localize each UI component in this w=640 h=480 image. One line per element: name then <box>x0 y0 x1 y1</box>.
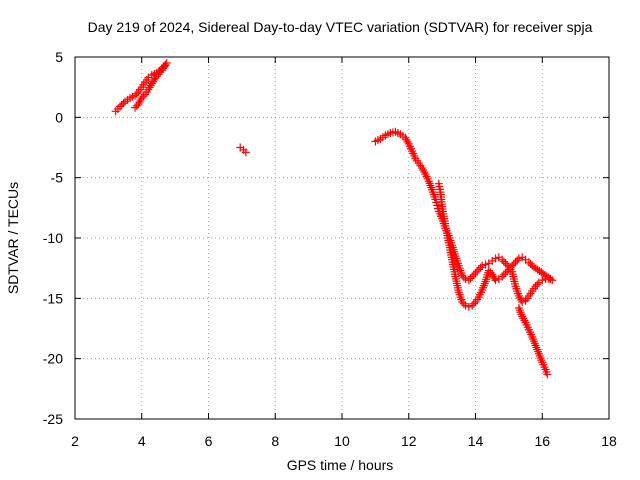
x-tick-label: 4 <box>138 433 146 449</box>
data-point-marker <box>514 254 523 263</box>
data-point-marker <box>518 297 527 306</box>
data-point-marker <box>434 179 443 188</box>
data-point-marker <box>511 258 520 267</box>
data-point-marker <box>538 276 547 285</box>
data-points <box>111 59 557 379</box>
y-tick-label: -10 <box>43 230 63 246</box>
data-point-marker <box>418 164 427 173</box>
data-point-marker <box>131 103 140 112</box>
data-point-marker <box>501 259 510 268</box>
data-point-marker <box>494 275 503 284</box>
y-tick-label: -20 <box>43 351 63 367</box>
data-point-marker <box>147 79 156 88</box>
data-point-marker <box>504 265 513 274</box>
data-point-marker <box>491 254 500 263</box>
data-point-marker <box>531 282 540 291</box>
data-point-marker <box>131 91 140 100</box>
y-tick-label: 0 <box>55 109 63 125</box>
data-point-marker <box>469 299 478 308</box>
y-tick-label: -5 <box>51 170 64 186</box>
y-tick-label: -25 <box>43 411 63 427</box>
data-point-marker <box>517 295 526 304</box>
data-point-marker <box>473 267 482 276</box>
data-point-marker <box>490 274 499 283</box>
data-point-marker <box>464 276 473 285</box>
data-point-marker <box>488 270 497 279</box>
data-point-marker <box>402 135 411 144</box>
data-point-marker <box>461 275 470 284</box>
data-point-marker <box>491 276 500 285</box>
chart-title: Day 219 of 2024, Sidereal Day-to-day VTE… <box>88 19 593 35</box>
data-point-marker <box>471 268 480 277</box>
data-point-marker <box>499 270 508 279</box>
data-point-marker <box>526 259 535 268</box>
data-point-marker <box>461 301 470 310</box>
y-tick-label: -15 <box>43 290 63 306</box>
x-tick-label: 8 <box>271 433 279 449</box>
data-point-marker <box>478 261 487 270</box>
data-point-marker <box>464 302 473 311</box>
data-point-marker <box>508 261 517 270</box>
data-point-marker <box>499 257 508 266</box>
data-point-marker <box>134 100 143 109</box>
data-point-marker <box>119 99 128 108</box>
data-point-marker <box>420 168 429 177</box>
data-point-marker <box>401 133 410 142</box>
data-point-marker <box>146 81 155 90</box>
data-point-marker <box>419 166 428 175</box>
data-point-marker <box>157 66 166 75</box>
x-tick-label: 10 <box>334 433 350 449</box>
data-point-marker <box>136 96 145 105</box>
data-point-marker <box>137 94 146 103</box>
y-axis-label: SDTVAR / TECUs <box>5 182 21 294</box>
y-tick-label: 5 <box>55 49 63 65</box>
data-point-marker <box>543 370 552 379</box>
axis-ticks: 2 4 6 8 10 12 14 16 18 5 0 -5 -10 -15 -20 -25 <box>43 49 617 449</box>
data-point-marker <box>509 259 518 268</box>
data-point-marker <box>481 260 490 269</box>
x-tick-label: 16 <box>534 433 550 449</box>
data-point-marker <box>501 268 510 277</box>
x-tick-label: 6 <box>205 433 213 449</box>
data-point-marker <box>468 272 477 281</box>
data-point-marker <box>503 267 512 276</box>
data-point-marker <box>528 261 537 270</box>
data-point-marker <box>132 89 141 98</box>
data-point-marker <box>518 312 527 321</box>
data-point-marker <box>474 265 483 274</box>
data-point-marker <box>498 255 507 264</box>
data-point-marker <box>466 274 475 283</box>
data-point-marker <box>459 299 468 308</box>
grid-lines <box>75 57 609 419</box>
x-tick-label: 14 <box>468 433 484 449</box>
data-point-marker <box>516 293 524 302</box>
data-point-marker <box>518 253 527 262</box>
data-point-marker <box>520 316 529 325</box>
data-point-marker <box>519 314 528 323</box>
x-tick-label: 2 <box>71 433 79 449</box>
data-point-marker <box>476 263 485 272</box>
data-point-marker <box>403 137 412 146</box>
data-point-marker <box>241 148 250 157</box>
data-point-marker <box>468 301 477 310</box>
x-axis-label: GPS time / hours <box>287 457 394 473</box>
data-point-marker <box>458 271 467 280</box>
data-point-marker <box>145 83 154 92</box>
data-point-marker <box>156 68 165 77</box>
data-point-marker <box>469 270 478 279</box>
data-point-marker <box>132 101 141 110</box>
data-point-marker <box>514 291 523 300</box>
data-point-marker <box>141 90 150 99</box>
data-point-marker <box>459 273 468 282</box>
x-tick-label: 12 <box>401 433 417 449</box>
data-point-marker <box>513 256 522 265</box>
x-tick-label: 18 <box>601 433 617 449</box>
data-point-marker <box>533 280 542 289</box>
data-point-marker <box>506 263 515 272</box>
data-point-marker <box>471 297 480 306</box>
